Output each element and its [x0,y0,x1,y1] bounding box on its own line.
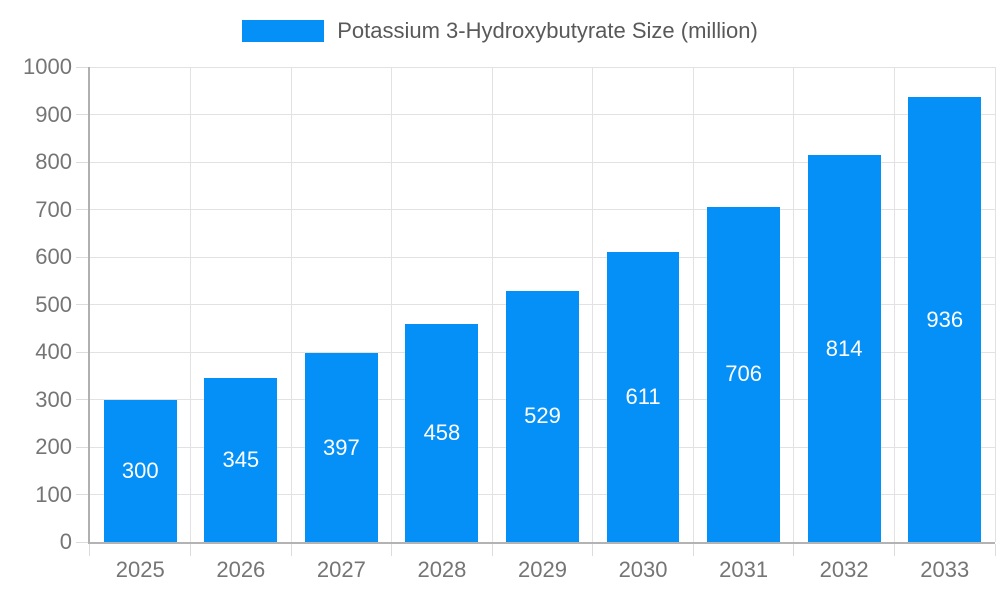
y-tick-mark [76,399,88,400]
v-gridline [190,67,192,542]
legend-swatch-icon [242,20,325,42]
x-tick-mark [692,544,694,556]
y-axis-tick-label: 0 [59,529,72,554]
bar-2031[interactable]: 706 [707,206,781,542]
x-axis-tick-label: 2032 [819,557,869,582]
y-axis-tick-label: 100 [35,481,72,507]
y-tick-mark [76,541,88,543]
v-gridline [793,67,795,542]
x-axis-tick-label: 2031 [719,557,769,582]
bar-2027[interactable]: 397 [304,353,378,542]
v-gridline [391,67,393,542]
y-tick-mark [76,66,88,68]
bar-value-label: 345 [222,447,260,473]
v-gridline [893,67,895,542]
x-tick-mark [290,544,292,556]
x-axis-tick-label: 2025 [115,557,165,582]
x-tick-mark [391,544,393,556]
y-tick-mark [76,209,88,210]
h-gridline [90,66,995,68]
y-tick-mark [76,114,88,115]
x-axis-tick-label: 2027 [316,557,366,582]
bar-value-label: 300 [121,457,159,483]
v-gridline [994,67,996,542]
chart-legend[interactable]: Potassium 3-Hydroxybutyrate Size (millio… [0,18,1000,44]
y-axis-labels: 0 100 200 300 400 500 600 700 800 900 1000 [0,55,72,554]
bar-value-label: 706 [725,361,762,387]
y-axis-tick-label: 200 [35,434,72,459]
x-tick-mark [893,544,895,556]
bar-2030[interactable]: 611 [606,251,680,542]
v-gridline [290,67,292,542]
h-gridline [90,209,995,210]
h-gridline [90,161,995,163]
v-gridline [491,67,493,542]
y-tick-mark [76,351,88,353]
bar-value-label: 814 [825,335,863,361]
x-tick-mark [592,544,594,556]
y-tick-mark [76,446,88,448]
x-axis-tick-label: 2028 [417,557,467,582]
y-tick-mark [76,494,88,495]
v-gridline [592,67,594,542]
y-axis-tick-label: 400 [35,339,72,364]
v-gridline [692,67,694,542]
x-tick-mark [491,544,493,556]
bar-value-label: 397 [323,434,360,460]
y-axis-tick-label: 600 [35,244,72,269]
bar-2032[interactable]: 814 [807,155,881,542]
x-axis-tick-label: 2026 [216,557,266,582]
y-axis-tick-label: 1000 [23,54,72,79]
x-tick-mark [89,544,90,556]
x-tick-mark [994,544,996,556]
bar-2026[interactable]: 345 [204,378,278,542]
x-axis-tick-label: 2033 [920,557,970,582]
y-axis-tick-label: 700 [35,196,72,222]
x-axis-tick-label: 2030 [618,557,668,582]
x-axis-labels: 2025 2026 2027 2028 2029 2030 2031 2032 2033 [90,557,995,587]
x-axis-tick-label: 2029 [518,557,567,582]
x-tick-mark [793,544,795,556]
y-axis-tick-label: 800 [35,149,72,174]
h-gridline [90,114,995,115]
y-axis-tick-label: 900 [35,101,72,127]
bar-value-label: 458 [423,420,461,446]
y-tick-mark [76,161,88,163]
x-tick-mark [190,544,192,556]
y-tick-mark [76,256,88,258]
y-tick-mark [76,304,88,305]
y-axis-tick-label: 300 [35,386,72,412]
bar-value-label: 529 [524,403,561,429]
bar-2029[interactable]: 529 [506,290,579,542]
legend-label: Potassium 3-Hydroxybutyrate Size (millio… [337,18,758,43]
h-gridline [90,256,995,258]
plot-area: 300 345 397 458 529 611 706 814 936 [76,66,996,556]
y-axis-tick-label: 500 [35,291,72,317]
bar-2028[interactable]: 458 [405,324,479,542]
bar-value-label: 936 [926,306,964,332]
bar-value-label: 611 [625,383,661,409]
bar-2033[interactable]: 936 [908,97,982,542]
bar-2025[interactable]: 300 [103,399,177,542]
